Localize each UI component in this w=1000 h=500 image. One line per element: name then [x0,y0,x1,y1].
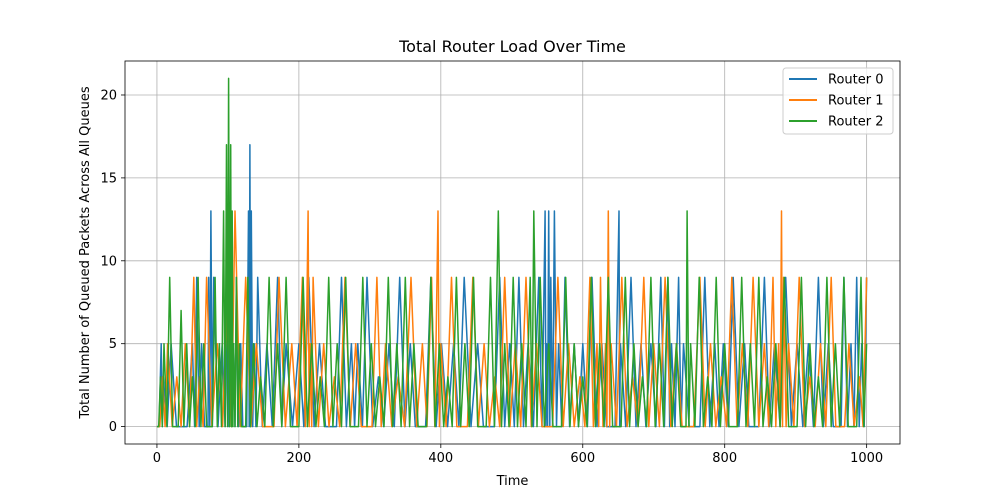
legend-label-router-1: Router 1 [828,94,884,109]
chart-title: Total Router Load Over Time [398,37,626,56]
x-tick-label: 600 [570,451,595,466]
legend: Router 0 Router 1 Router 2 [782,67,894,135]
y-tick-label: 10 [100,254,117,269]
x-tick-label: 200 [286,451,311,466]
plot-frame [124,60,901,445]
legend-label-router-2: Router 2 [828,115,884,130]
plot-series [156,77,868,428]
y-tick-label: 0 [109,420,117,435]
series-line-router-2 [156,77,868,428]
legend-box [782,67,894,135]
x-axis: 0 200 400 600 800 1000 [153,444,883,466]
x-tick-label: 1000 [850,451,883,466]
x-tick-label: 400 [428,451,453,466]
x-tick-label: 0 [153,451,161,466]
y-axis: 0 5 10 15 20 [100,88,125,435]
y-tick-label: 15 [100,171,117,186]
x-tick-label: 800 [712,451,737,466]
y-tick-label: 20 [100,88,117,103]
x-axis-label: Time [496,474,529,489]
y-tick-label: 5 [109,337,117,352]
y-axis-label: Total Number of Queued Packets Across Al… [78,86,93,419]
legend-label-router-0: Router 0 [828,73,884,88]
